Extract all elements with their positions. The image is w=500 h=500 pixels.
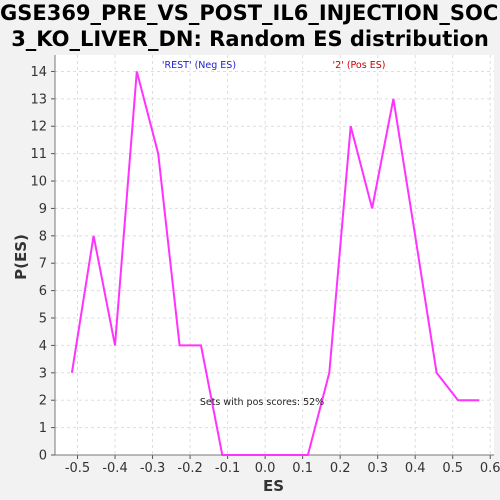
y-tick-label: 4 — [39, 339, 47, 354]
x-axis-label: ES — [263, 477, 284, 495]
y-tick-label: 1 — [39, 421, 47, 436]
y-tick-label: 12 — [30, 120, 47, 135]
x-tick-label: -0.2 — [177, 461, 202, 476]
x-tick-label: -0.3 — [140, 461, 165, 476]
y-tick-label: 6 — [39, 284, 47, 299]
y-tick-label: 8 — [39, 229, 47, 244]
x-tick-label: -0.4 — [102, 461, 127, 476]
y-tick-label: 2 — [39, 394, 47, 409]
chart-title: GSE369_PRE_VS_POST_IL6_INJECTION_SOCS 3_… — [0, 0, 500, 52]
y-tick-label: 10 — [30, 175, 47, 190]
x-tick-label: 0.5 — [442, 461, 463, 476]
x-tick-label: -0.1 — [215, 461, 240, 476]
x-tick-label: 0.0 — [255, 461, 276, 476]
grid-lines — [55, 55, 494, 456]
x-tick-label: 0.2 — [330, 461, 351, 476]
y-tick-label: 11 — [30, 147, 47, 162]
x-tick-label: 0.6 — [480, 461, 500, 476]
es-distribution-line — [70, 71, 480, 456]
y-tick-label: 14 — [30, 65, 47, 80]
chart-title-line1: GSE369_PRE_VS_POST_IL6_INJECTION_SOCS — [0, 1, 500, 25]
pos-scores-annotation: Sets with pos scores: 52% — [200, 397, 324, 408]
y-tick-label: 9 — [39, 202, 47, 217]
series-group — [70, 71, 480, 456]
y-tick-label: 3 — [39, 366, 47, 381]
neg-es-label: 'REST' (Neg ES) — [162, 60, 236, 71]
x-tick-label: 0.3 — [367, 461, 388, 476]
x-tick-label: 0.4 — [405, 461, 426, 476]
chart-title-line2: 3_KO_LIVER_DN: Random ES distribution — [11, 27, 489, 51]
y-tick-label: 5 — [39, 312, 47, 327]
plot-area — [55, 55, 494, 455]
x-tick-label: 0.1 — [292, 461, 313, 476]
y-tick-label: 13 — [30, 92, 47, 107]
y-tick-label: 0 — [39, 449, 47, 464]
pos-es-label: '2' (Pos ES) — [333, 60, 386, 71]
y-tick-label: 7 — [39, 257, 47, 272]
y-axis-label: P(ES) — [12, 234, 30, 280]
x-tick-label: -0.5 — [65, 461, 90, 476]
